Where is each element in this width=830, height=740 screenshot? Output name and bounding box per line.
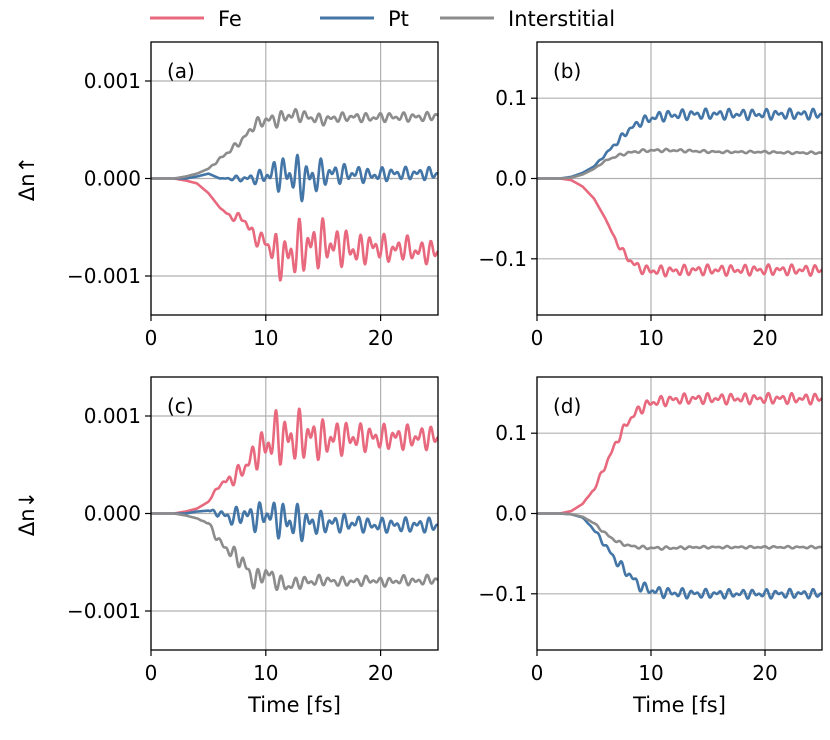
x-tick-label: 20	[368, 661, 393, 685]
panel-b: 0 10 20 −0.1 0.0 0.1 (b)	[478, 41, 823, 350]
series-line-interstitial	[537, 512, 822, 551]
y-tick-label: 0.001	[84, 404, 141, 428]
x-axis-label: Time [fs]	[632, 693, 726, 717]
panel-label: (b)	[553, 59, 581, 83]
legend-label-pt: Pt	[388, 7, 409, 31]
y-axis-label: Δn↑	[15, 156, 39, 201]
series-line-pt	[151, 153, 438, 203]
y-tick-label: 0.000	[84, 167, 141, 191]
legend-label-interstitial: Interstitial	[508, 7, 615, 31]
series-line-fe	[537, 177, 822, 278]
series-line-fe	[537, 391, 822, 515]
x-axis-label: Time [fs]	[247, 693, 341, 717]
series-line-fe	[151, 177, 438, 282]
panel-c: 0 10 20 −0.001 0.000 0.001 (c) Time [fs] Δn↓	[15, 376, 439, 717]
x-tick-label: 20	[368, 326, 393, 350]
panel-label: (c)	[167, 394, 194, 418]
y-tick-label: 0.1	[495, 86, 527, 110]
series-line-pt	[537, 512, 822, 600]
x-tick-label: 10	[253, 661, 278, 685]
series-line-pt	[151, 501, 438, 543]
x-tick-label: 0	[531, 326, 544, 350]
series-line-fe	[151, 407, 438, 515]
x-tick-label: 20	[752, 661, 777, 685]
series-line-interstitial	[151, 512, 438, 592]
y-tick-label: 0.001	[84, 69, 141, 93]
x-tick-label: 10	[638, 661, 663, 685]
panel-label: (a)	[167, 59, 195, 83]
x-tick-label: 0	[531, 661, 544, 685]
x-tick-label: 20	[752, 326, 777, 350]
panel-d: 0 10 20 −0.1 0.0 0.1 (d) Time [fs]	[478, 376, 823, 717]
y-tick-label: −0.001	[67, 599, 141, 623]
y-tick-label: 0.000	[84, 502, 141, 526]
x-tick-label: 0	[145, 326, 158, 350]
y-tick-label: −0.001	[67, 264, 141, 288]
series-line-interstitial	[537, 147, 822, 180]
y-tick-label: 0.0	[495, 167, 527, 191]
x-tick-label: 10	[253, 326, 278, 350]
panel-a: 0 10 20 −0.001 0.000 0.001 (a) Δn↑	[15, 41, 439, 350]
y-tick-label: 0.0	[495, 502, 527, 526]
y-tick-label: 0.1	[495, 421, 527, 445]
series-line-interstitial	[151, 107, 438, 180]
x-tick-label: 10	[638, 326, 663, 350]
x-tick-label: 0	[145, 661, 158, 685]
series-line-pt	[537, 107, 822, 180]
legend: Fe Pt Interstitial	[150, 7, 615, 31]
y-axis-label: Δn↓	[15, 491, 39, 536]
legend-label-fe: Fe	[218, 7, 242, 31]
y-tick-label: −0.1	[478, 247, 527, 271]
panel-label: (d)	[553, 394, 581, 418]
y-tick-label: −0.1	[478, 582, 527, 606]
